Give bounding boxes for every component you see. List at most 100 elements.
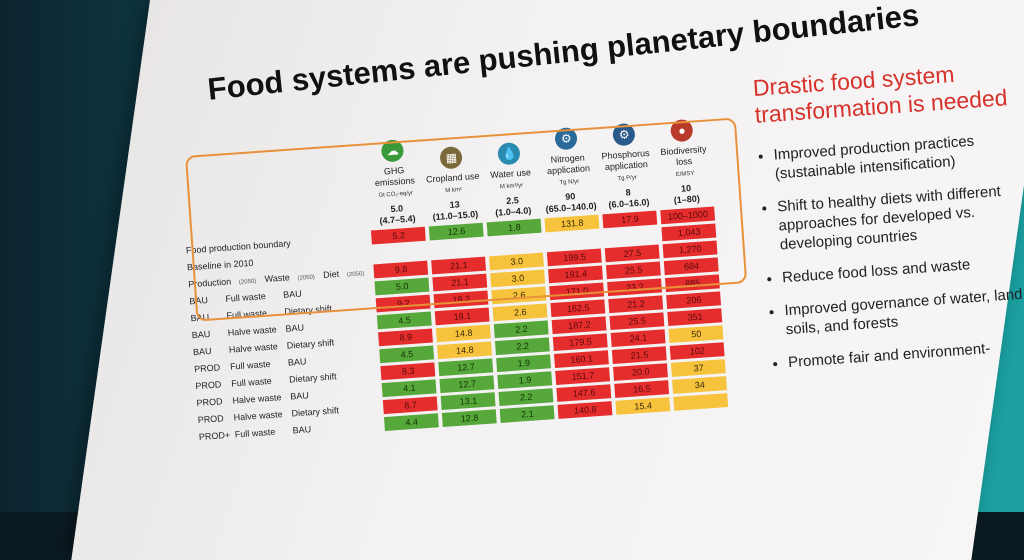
diet-scenario: BAU — [282, 288, 303, 300]
boundary-value: 90 (65.0–140.0) — [543, 190, 598, 216]
waste-scenario: Full waste — [225, 291, 267, 304]
indicator-cell: 25.5 — [609, 312, 665, 331]
indicator-cell: 37 — [671, 359, 727, 377]
column-label: Nitrogen application — [546, 152, 591, 177]
ghg-icon: ☁ — [380, 139, 405, 163]
column-label: Water use — [489, 167, 532, 181]
boundary-table-wrap: ☁ GHG emissions Gt CO₂-eq/yr ▦ Cropland use M… — [175, 113, 754, 447]
indicator-cell: 13.1 — [440, 392, 496, 411]
waste-scenario: Halve waste — [227, 324, 277, 338]
indicator-cell: 1,043 — [661, 223, 717, 242]
indicator-cell: 187.2 — [551, 316, 607, 335]
indicator-cell: 199.5 — [547, 248, 603, 267]
production-scenario: PROD+ — [198, 429, 231, 443]
boundary-range: (6.0–16.0) — [608, 197, 650, 210]
indicator-cell: 12.6 — [429, 222, 484, 241]
boundary-range: (1.0–4.0) — [494, 205, 532, 218]
indicator-cell: 27.5 — [605, 244, 660, 263]
indicator-cell: 9.2 — [375, 294, 431, 313]
panel-heading: Drastic food system transformation is ne… — [752, 60, 1009, 128]
column-header: ▦ Cropland use M km² — [423, 134, 481, 199]
indicator-cell: 18.1 — [435, 307, 490, 326]
production-header: Production — [187, 276, 232, 290]
boundary-value: 10 (1–80) — [659, 182, 714, 208]
indicator-cell: 50 — [668, 325, 724, 343]
indicator-cell: 206 — [666, 291, 722, 310]
indicator-cell: 2.2 — [494, 320, 549, 339]
indicator-cell: 1.8 — [486, 218, 542, 237]
indicator-cell: 885 — [665, 274, 721, 293]
indicator-cell: 8.7 — [383, 396, 438, 415]
empty-cell — [546, 232, 601, 250]
indicator-cell: 21.5 — [612, 346, 668, 364]
indicator-cell: 34 — [672, 376, 728, 394]
bullet-item: Improved production practices (sustainab… — [773, 128, 1024, 184]
boundary-range: (4.7–5.4) — [379, 213, 416, 226]
indicator-cell: 4.5 — [377, 311, 433, 330]
diet-scenario: Dietary shift — [291, 405, 340, 419]
boundary-range: (11.0–15.0) — [432, 209, 479, 223]
indicator-cell: 102 — [670, 342, 725, 360]
waste-scenario: Full waste — [226, 307, 268, 321]
indicator-cell: 2.6 — [491, 286, 547, 305]
indicator-cell: 2.2 — [498, 388, 554, 406]
indicator-cell: 171.0 — [549, 282, 605, 301]
diet-scenario: BAU — [292, 424, 312, 436]
indicator-cell: 4.1 — [381, 379, 437, 398]
indicator-cell: 351 — [667, 308, 723, 326]
indicator-cell: 12.8 — [442, 409, 497, 427]
indicator-cell: 15.4 — [615, 397, 671, 415]
production-header-sub: (2050) — [237, 278, 257, 286]
boundary-value: 8 (6.0–16.0) — [601, 186, 656, 212]
indicator-cell: 14.8 — [437, 341, 493, 360]
empty-cell — [604, 228, 659, 246]
boundary-range: (65.0–140.0) — [545, 200, 597, 215]
waste-scenario: Halve waste — [232, 392, 282, 406]
indicator-cell: 24.1 — [610, 329, 666, 347]
production-scenario: PROD — [195, 379, 222, 392]
indicator-cell: 25.5 — [606, 261, 662, 280]
production-scenario: BAU — [190, 312, 210, 324]
boundary-row-label: Food production boundary — [185, 238, 292, 256]
production-scenario: PROD — [197, 413, 225, 426]
indicator-cell: 8.3 — [380, 362, 436, 381]
diet-scenario: BAU — [289, 390, 310, 402]
bullet-item: Reduce food loss and waste — [782, 250, 1024, 287]
indicator-cell: 14.8 — [436, 324, 492, 343]
transformation-panel: Drastic food system transformation is ne… — [752, 56, 1024, 387]
indicator-cell: 2.2 — [495, 337, 551, 356]
diet-scenario: Dietary shift — [284, 303, 333, 317]
waste-scenario: Full waste — [229, 358, 271, 372]
indicator-cell: 140.8 — [557, 401, 613, 419]
production-scenario: BAU — [192, 345, 212, 358]
indicator-cell: 20.0 — [613, 363, 669, 381]
column-unit: M km³/yr — [499, 182, 524, 191]
biodiversity-icon: ● — [670, 118, 694, 143]
column-unit: Tg N/yr — [559, 178, 580, 187]
indicator-cell: 100–1000 — [660, 206, 716, 225]
scenario-rows: Food production boundary 5.2 12.6 1.8 131.8 1… — [185, 206, 729, 445]
bullet-item: Promote fair and environment- — [787, 335, 1024, 372]
indicator-cell: 1.9 — [497, 371, 553, 390]
indicator-cell: 131.8 — [544, 214, 600, 233]
indicator-cell: 4.4 — [384, 413, 440, 432]
indicator-cell: 191.4 — [548, 265, 604, 284]
boundary-range: (1–80) — [673, 193, 701, 206]
boundary-table: ☁ GHG emissions Gt CO₂-eq/yr ▦ Cropland use M… — [175, 114, 733, 447]
indicator-cell: 21.1 — [431, 256, 487, 275]
indicator-cell: 12.7 — [438, 358, 494, 377]
empty-cell — [372, 244, 427, 262]
column-header: ● Biodiversity loss E/MSY — [654, 118, 712, 183]
phosphorus-icon: ⚙ — [612, 122, 636, 147]
column-unit: M km² — [445, 187, 463, 195]
waste-scenario: Full waste — [230, 375, 273, 389]
indicator-cell: 2.1 — [499, 405, 555, 423]
indicator-cell: 684 — [664, 257, 719, 276]
indicator-cell: 8.9 — [378, 328, 434, 347]
nitrogen-icon: ⚙ — [554, 126, 579, 151]
indicator-cell: 160.1 — [554, 350, 610, 368]
indicator-cell: 18.2 — [433, 290, 489, 309]
boundary-value: 13 (11.0–15.0) — [427, 198, 482, 224]
column-header: ☁ GHG emissions Gt CO₂-eq/yr — [365, 138, 423, 203]
column-unit: Gt CO₂-eq/yr — [378, 190, 414, 199]
